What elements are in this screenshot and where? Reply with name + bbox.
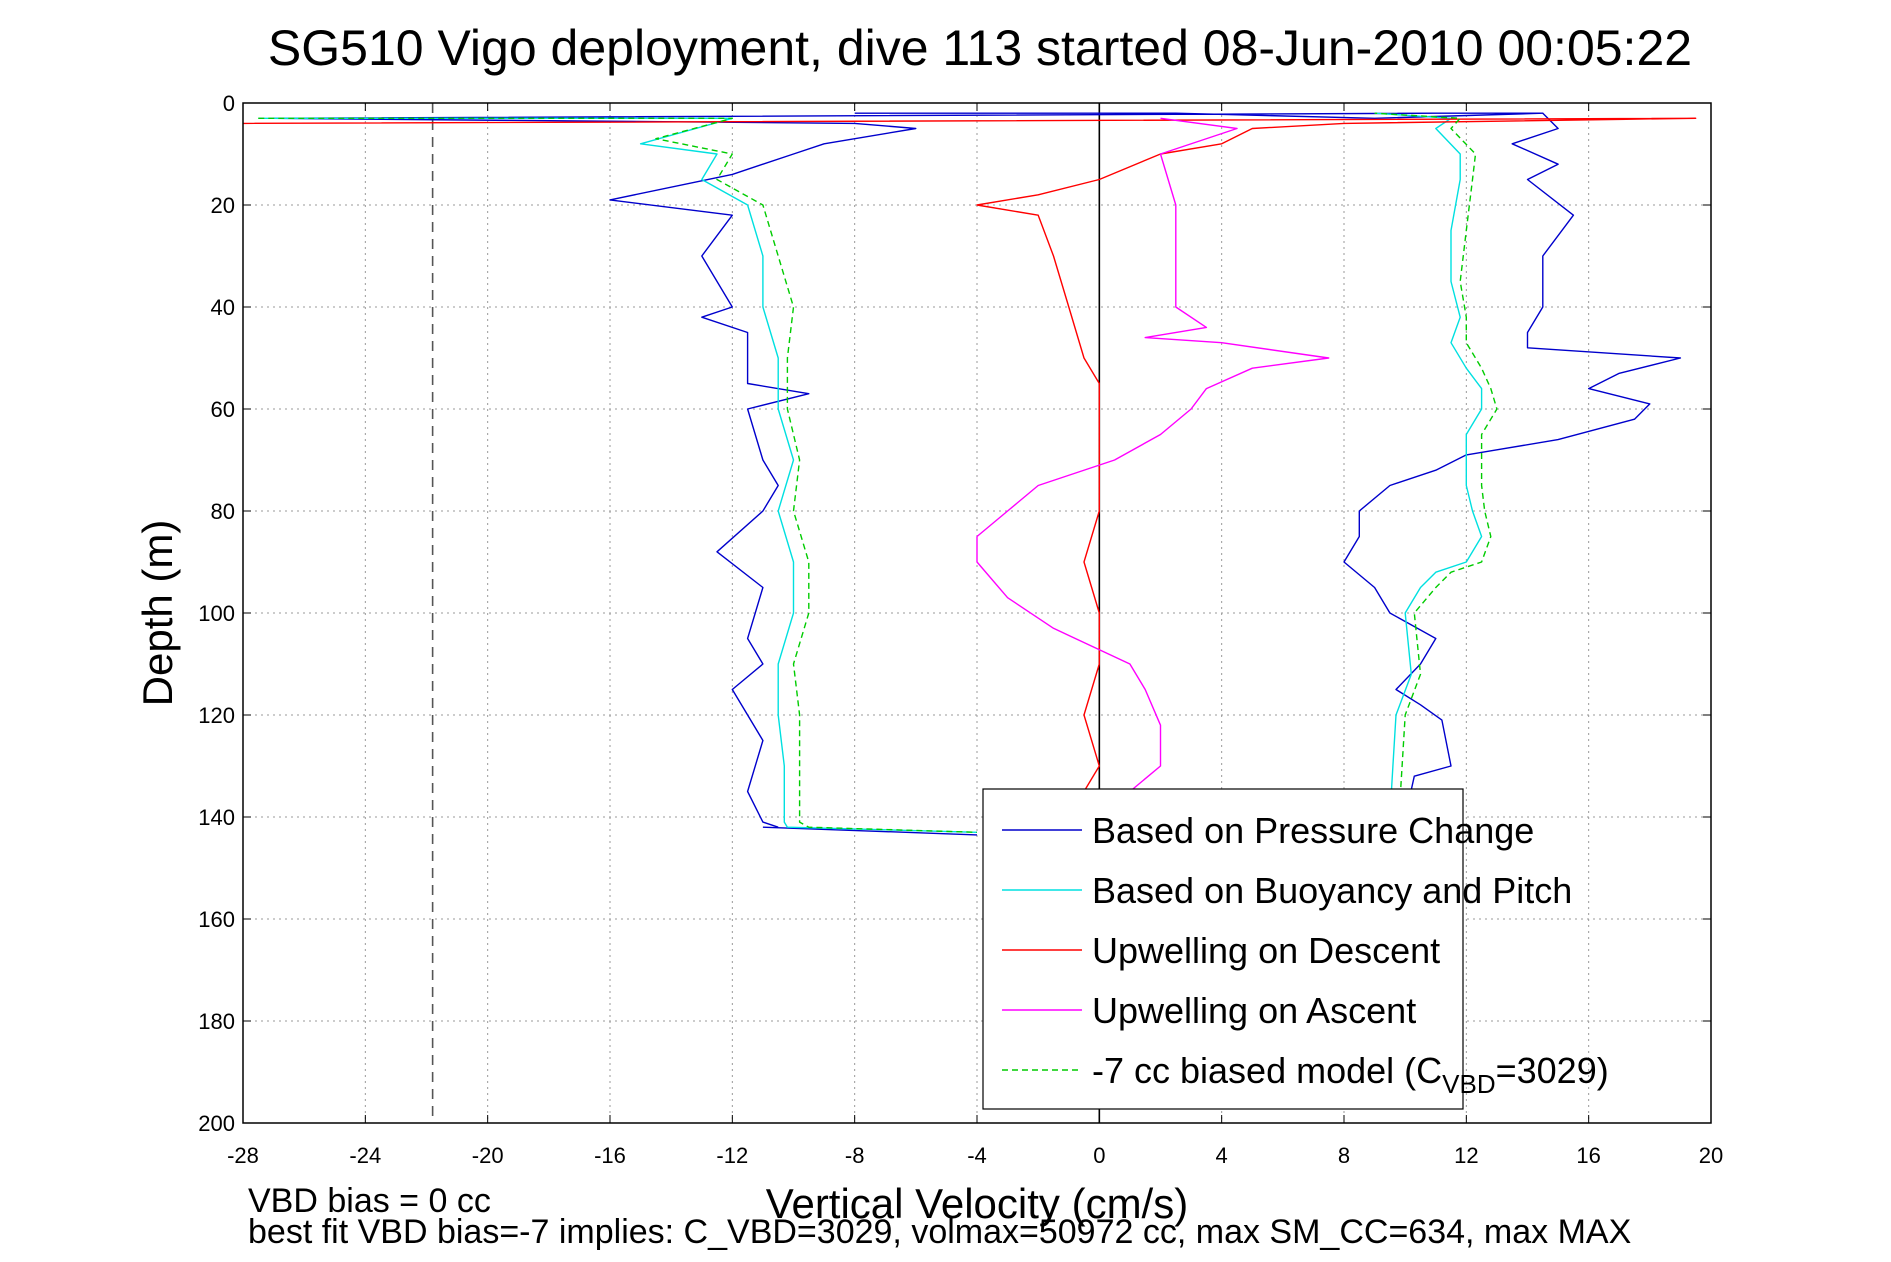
- x-tick-label: -12: [716, 1143, 748, 1168]
- y-tick-label: 20: [211, 193, 235, 218]
- series-line-8: [1374, 112, 1498, 818]
- series-line-6: [976, 117, 1330, 793]
- x-tick-label: -16: [594, 1143, 626, 1168]
- series-line-4: [1374, 112, 1483, 818]
- y-tick-label: 80: [211, 499, 235, 524]
- y-tick-label: 200: [198, 1111, 235, 1136]
- legend: Based on Pressure Change Based on Buoyanc…: [982, 788, 1609, 1110]
- y-tick-label: 40: [211, 295, 235, 320]
- y-tick-label: 140: [198, 805, 235, 830]
- series-line-5: [242, 117, 1697, 818]
- y-tick-label: 120: [198, 703, 235, 728]
- x-tick-label: -4: [967, 1143, 987, 1168]
- series-line-7: [258, 117, 978, 833]
- series-group: [242, 112, 1697, 836]
- x-tick-label: 16: [1576, 1143, 1600, 1168]
- x-tick-label: -24: [349, 1143, 381, 1168]
- y-tick-label: 160: [198, 907, 235, 932]
- series-line-3: [258, 117, 978, 833]
- annotation-best-fit: best fit VBD bias=-7 implies: C_VBD=3029…: [248, 1213, 1631, 1251]
- legend-box: [982, 788, 1464, 1110]
- chart-title: SG510 Vigo deployment, dive 113 started …: [268, 20, 1692, 76]
- y-tick-label: 60: [211, 397, 235, 422]
- series-line-2: [1343, 112, 1682, 818]
- legend-label: Based on Buoyancy and Pitch: [1092, 870, 1572, 911]
- x-axis-label: Vertical Velocity (cm/s): [766, 1180, 1188, 1227]
- x-tick-label: -28: [227, 1143, 259, 1168]
- annotation-vbd-bias: VBD bias = 0 cc: [248, 1182, 491, 1220]
- y-tick-label: 0: [223, 91, 235, 116]
- legend-label: Based on Pressure Change: [1092, 810, 1534, 851]
- x-tick-label: 20: [1699, 1143, 1723, 1168]
- series-line-1: [762, 826, 978, 836]
- x-tick-label: 12: [1454, 1143, 1478, 1168]
- series-line-0: [272, 112, 1544, 828]
- legend-label: -7 cc biased model (CVBD=3029): [1092, 1050, 1609, 1099]
- legend-label: Upwelling on Ascent: [1092, 990, 1416, 1031]
- y-axis-label: Depth (m): [134, 520, 181, 707]
- x-tick-label: 4: [1216, 1143, 1228, 1168]
- x-tick-label: 0: [1093, 1143, 1105, 1168]
- x-tick-label: 8: [1338, 1143, 1350, 1168]
- x-tick-label: -20: [472, 1143, 504, 1168]
- legend-label: Upwelling on Descent: [1092, 930, 1440, 971]
- grid: [243, 103, 1711, 1123]
- x-tick-label: -8: [845, 1143, 865, 1168]
- ticks: -28 -24 -20 -16 -12 -8 -4 0 4 8 12 16 20020406080100…: [198, 91, 1723, 1168]
- y-tick-label: 100: [198, 601, 235, 626]
- y-tick-label: 180: [198, 1009, 235, 1034]
